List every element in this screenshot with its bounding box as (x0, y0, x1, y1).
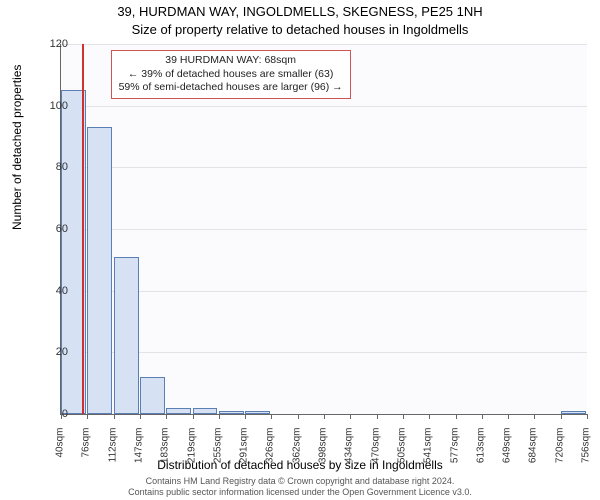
histogram-bar (87, 127, 112, 414)
annotation-box: 39 HURDMAN WAY: 68sqm ← 39% of detached … (111, 50, 351, 99)
annotation-line2: ← 39% of detached houses are smaller (63… (119, 68, 343, 82)
footer-line1: Contains HM Land Registry data © Crown c… (146, 476, 455, 486)
x-tick-label: 398sqm (318, 428, 329, 478)
x-tick-label: 112sqm (107, 428, 118, 478)
histogram-bar (561, 411, 586, 414)
x-tick-label: 291sqm (239, 428, 250, 478)
x-tick-label: 40sqm (55, 428, 66, 478)
histogram-bar (114, 257, 139, 414)
chart-title: Size of property relative to detached ho… (0, 22, 600, 37)
y-tick-label: 20 (28, 346, 68, 358)
x-tick-label: 219sqm (186, 428, 197, 478)
x-tick-label: 649sqm (502, 428, 513, 478)
y-axis-label: Number of detached properties (10, 65, 24, 230)
x-tick-label: 613sqm (475, 428, 486, 478)
plot-area (60, 44, 587, 415)
x-tick-label: 470sqm (370, 428, 381, 478)
x-tick-label: 434sqm (344, 428, 355, 478)
x-tick-label: 577sqm (449, 428, 460, 478)
x-tick-label: 255sqm (212, 428, 223, 478)
annotation-line3: 59% of semi-detached houses are larger (… (119, 81, 343, 95)
y-tick-label: 40 (28, 285, 68, 297)
histogram-bar (166, 408, 191, 414)
x-tick-label: 326sqm (265, 428, 276, 478)
y-tick-label: 80 (28, 161, 68, 173)
x-tick-label: 720sqm (554, 428, 565, 478)
x-tick-label: 684sqm (528, 428, 539, 478)
x-tick-label: 362sqm (291, 428, 302, 478)
histogram-bar (140, 377, 165, 414)
footer-line2: Contains public sector information licen… (128, 487, 472, 497)
y-tick-label: 0 (28, 408, 68, 420)
chart-supertitle: 39, HURDMAN WAY, INGOLDMELLS, SKEGNESS, … (0, 4, 600, 19)
y-tick-label: 60 (28, 223, 68, 235)
histogram-bar (245, 411, 270, 414)
y-tick-label: 120 (28, 38, 68, 50)
x-tick-label: 505sqm (396, 428, 407, 478)
histogram-bar (219, 411, 244, 414)
footer-credits: Contains HM Land Registry data © Crown c… (0, 476, 600, 498)
chart-container: 39, HURDMAN WAY, INGOLDMELLS, SKEGNESS, … (0, 0, 600, 500)
x-tick-label: 76sqm (81, 428, 92, 478)
marker-line (82, 44, 84, 414)
x-tick-label: 147sqm (133, 428, 144, 478)
x-tick-label: 183sqm (160, 428, 171, 478)
histogram-bar (193, 408, 218, 414)
x-tick-label: 541sqm (423, 428, 434, 478)
y-tick-label: 100 (28, 100, 68, 112)
annotation-line1: 39 HURDMAN WAY: 68sqm (119, 54, 343, 68)
x-tick-label: 756sqm (581, 428, 592, 478)
